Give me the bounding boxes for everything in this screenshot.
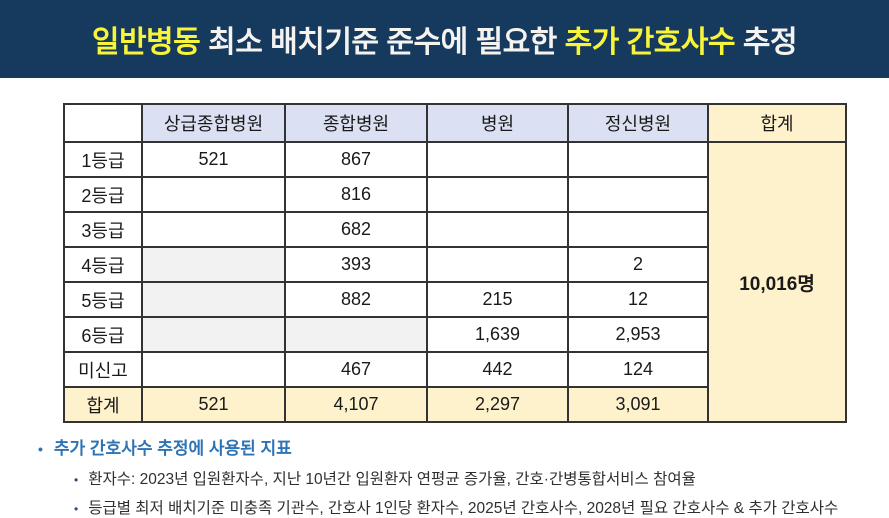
cell-value [567,211,709,248]
cell-value: 2 [567,246,709,283]
cell-value: 521 [141,386,286,423]
bullet-icon: • [74,473,79,487]
header-tertiary-hospital: 상급종합병원 [141,103,286,143]
cell-value [426,141,569,178]
row-label: 1등급 [63,141,143,178]
cell-value: 124 [567,351,709,388]
cell-value: 682 [284,211,428,248]
table-row-grade5: 5등급 882 215 12 [63,281,846,318]
title-banner: 일반병동 최소 배치기준 준수에 필요한 추가 간호사수 추정 [0,0,889,78]
title-plain-2: 추정 [735,26,798,59]
note-item-1: • 환자수: 2023년 입원환자수, 지난 10년간 입원환자 연평균 증가율… [74,467,878,489]
cell-value: 12 [567,281,709,318]
notes-section: • 추가 간호사수 추정에 사용된 지표 • 환자수: 2023년 입원환자수,… [38,434,878,518]
table-row-grade1: 1등급 521 867 10,016명 [63,141,847,423]
note-text-2: 등급별 최저 배치기준 미충족 기관수, 간호사 1인당 환자수, 2025년 … [88,500,839,517]
header-row: 상급종합병원 종합병원 병원 정신병원 합계 [63,103,847,143]
cell-value [141,176,286,213]
row-label: 미신고 [63,351,143,388]
notes-heading-row: • 추가 간호사수 추정에 사용된 지표 [38,434,878,459]
cell-value [567,141,709,178]
row-label: 6등급 [63,316,143,353]
header-corner-cell [63,103,143,143]
header-total: 합계 [707,103,847,143]
staffing-table-container: 상급종합병원 종합병원 병원 정신병원 합계 1등급 521 867 10,01… [63,103,847,423]
cell-value: 867 [284,141,428,178]
cell-value: 3,091 [567,386,709,423]
cell-value [426,246,569,283]
row-label: 2등급 [63,176,143,213]
cell-value: 4,107 [284,386,428,423]
table-row-unreported: 미신고 467 442 124 [63,351,846,388]
row-label: 4등급 [63,246,143,283]
grand-total-cell: 10,016명 [707,141,847,423]
table-row-grade4: 4등급 393 2 [63,246,846,283]
title-highlight-2: 추가 간호사수 [564,26,736,59]
cell-value: 816 [284,176,428,213]
cell-value [284,316,428,353]
table-row-grade2: 2등급 816 [63,176,846,213]
page-title: 일반병동 최소 배치기준 준수에 필요한 추가 간호사수 추정 [91,17,798,61]
table-row-total: 합계 521 4,107 2,297 3,091 [63,386,846,423]
row-label: 3등급 [63,211,143,248]
cell-value: 215 [426,281,569,318]
cell-value [426,211,569,248]
row-label: 합계 [63,386,143,423]
note-item-2: • 등급별 최저 배치기준 미충족 기관수, 간호사 1인당 환자수, 2025… [74,496,878,518]
cell-value: 2,953 [567,316,709,353]
cell-value: 2,297 [426,386,569,423]
cell-value [567,176,709,213]
header-mental-hospital: 정신병원 [567,103,709,143]
cell-value: 882 [284,281,428,318]
cell-value [141,351,286,388]
notes-heading: 추가 간호사수 추정에 사용된 지표 [53,439,292,458]
cell-value: 1,639 [426,316,569,353]
cell-value: 467 [284,351,428,388]
cell-value [141,246,286,283]
cell-value [141,211,286,248]
title-highlight-1: 일반병동 [91,26,201,59]
row-label: 5등급 [63,281,143,318]
note-text-1: 환자수: 2023년 입원환자수, 지난 10년간 입원환자 연평균 증가율, … [88,471,696,488]
cell-value [141,316,286,353]
cell-value [141,281,286,318]
cell-value: 393 [284,246,428,283]
staffing-table: 상급종합병원 종합병원 병원 정신병원 합계 1등급 521 867 10,01… [63,103,847,423]
table-row-grade6: 6등급 1,639 2,953 [63,316,846,353]
bullet-icon: • [38,441,43,457]
cell-value [426,176,569,213]
bullet-icon: • [74,502,79,516]
title-plain-1: 최소 배치기준 준수에 필요한 [200,26,565,59]
cell-value: 442 [426,351,569,388]
header-hospital: 병원 [426,103,569,143]
header-general-hospital: 종합병원 [284,103,428,143]
cell-value: 521 [141,141,286,178]
table-row-grade3: 3등급 682 [63,211,846,248]
